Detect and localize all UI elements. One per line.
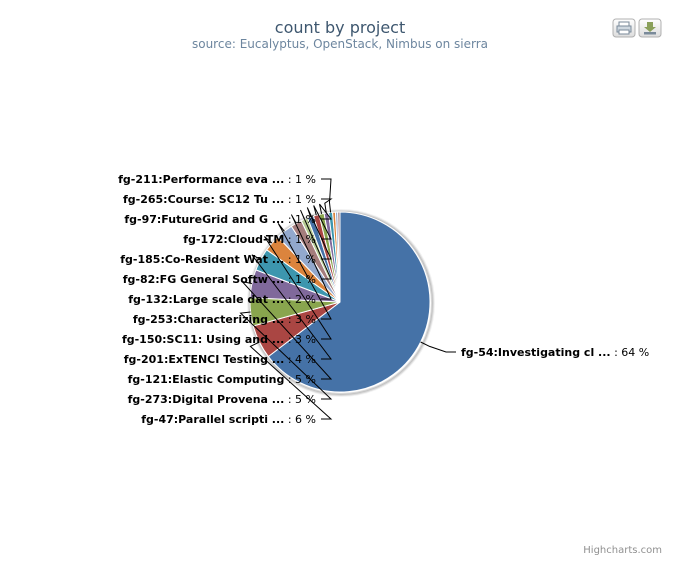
slice-label: fg-265:Course: SC12 Tu ... : 1 %	[123, 193, 316, 206]
slice-label-name: fg-97:FutureGrid and G ...	[124, 213, 284, 226]
label-connector	[300, 209, 332, 280]
pie-slice[interactable]	[267, 211, 431, 393]
slice-label: fg-121:Elastic Computing : 5 %	[128, 373, 316, 386]
slice-label-name: fg-185:Co-Resident Wat ...	[120, 253, 284, 266]
slice-label-value: : 1 %	[284, 193, 316, 206]
slice-label-name: fg-253:Characterizing ...	[133, 313, 284, 326]
label-connector	[263, 236, 332, 340]
slice-label-value: : 1 %	[284, 213, 316, 226]
slice-label-name: fg-211:Performance eva ...	[118, 173, 284, 186]
slice-label-name: fg-201:ExTENCI Testing ...	[124, 353, 285, 366]
slice-label-name: fg-150:SC11: Using and ...	[122, 333, 284, 346]
print-button[interactable]	[612, 18, 636, 38]
slice-label-name: fg-172:Cloud-TM	[183, 233, 284, 246]
chart-title: count by project	[275, 18, 405, 37]
slice-label: fg-201:ExTENCI Testing ... : 4 %	[124, 353, 316, 366]
slice-label-value: : 5 %	[284, 373, 316, 386]
slice-label: fg-211:Performance eva ... : 1 %	[118, 173, 316, 186]
slice-label-value: : 6 %	[284, 413, 316, 426]
download-icon	[644, 22, 656, 35]
label-connector	[290, 214, 332, 300]
slice-label: fg-82:FG General Softw ... : 1 %	[123, 273, 316, 286]
slice-label-name: fg-47:Parallel scripti ...	[141, 413, 284, 426]
slice-label-value: : 3 %	[284, 313, 316, 326]
label-connector	[319, 203, 333, 220]
label-connector	[321, 178, 332, 213]
label-connector	[321, 198, 333, 214]
slice-label-value: : 1 %	[284, 173, 316, 186]
label-connector	[240, 280, 333, 380]
label-connectors	[239, 178, 456, 420]
slice-label: fg-273:Digital Provena ... : 5 %	[128, 393, 316, 406]
pie-slice[interactable]	[337, 211, 341, 303]
slice-label-value: : 1 %	[284, 273, 316, 286]
slice-label-value: : 64 %	[611, 346, 650, 359]
slice-label: fg-253:Characterizing ... : 3 %	[133, 313, 316, 326]
slice-label: fg-47:Parallel scripti ... : 6 %	[141, 413, 316, 426]
label-connector	[277, 223, 332, 320]
slice-label-value: : 3 %	[284, 333, 316, 346]
label-connector	[239, 311, 333, 400]
chart-subtitle: source: Eucalyptus, OpenStack, Nimbus on…	[192, 37, 488, 51]
label-connector	[313, 205, 332, 240]
slice-label: fg-150:SC11: Using and ... : 3 %	[122, 333, 316, 346]
label-connector	[420, 341, 456, 353]
slice-label-name: fg-265:Course: SC12 Tu ...	[123, 193, 284, 206]
slice-label: fg-54:Investigating cl ... : 64 %	[461, 346, 649, 359]
export-button[interactable]	[638, 18, 662, 38]
credits-link[interactable]: Highcharts.com	[583, 545, 662, 556]
slice-label-value: : 1 %	[284, 233, 316, 246]
label-connector	[251, 254, 333, 360]
slice-label-name: fg-82:FG General Softw ...	[123, 273, 285, 286]
label-connector	[306, 207, 332, 260]
slice-label: fg-97:FutureGrid and G ... : 1 %	[124, 213, 316, 226]
label-connector	[249, 341, 333, 420]
slice-label-value: : 1 %	[284, 253, 316, 266]
slice-label-name: fg-132:Large scale dat ...	[128, 293, 284, 306]
printer-icon	[616, 21, 632, 35]
slice-label-value: : 4 %	[284, 353, 316, 366]
slice-label-value: : 5 %	[284, 393, 316, 406]
slice-label-name: fg-273:Digital Provena ...	[128, 393, 285, 406]
data-labels: fg-54:Investigating cl ... : 64 % fg-47:P…	[118, 173, 649, 426]
slice-label: fg-132:Large scale dat ... : 2 %	[128, 293, 316, 306]
slice-label-value: : 2 %	[284, 293, 316, 306]
slice-label: fg-172:Cloud-TM : 1 %	[183, 233, 316, 246]
slice-label-name: fg-121:Elastic Computing	[128, 373, 285, 386]
slice-label-name: fg-54:Investigating cl ...	[461, 346, 611, 359]
slice-label: fg-185:Co-Resident Wat ... : 1 %	[120, 253, 316, 266]
